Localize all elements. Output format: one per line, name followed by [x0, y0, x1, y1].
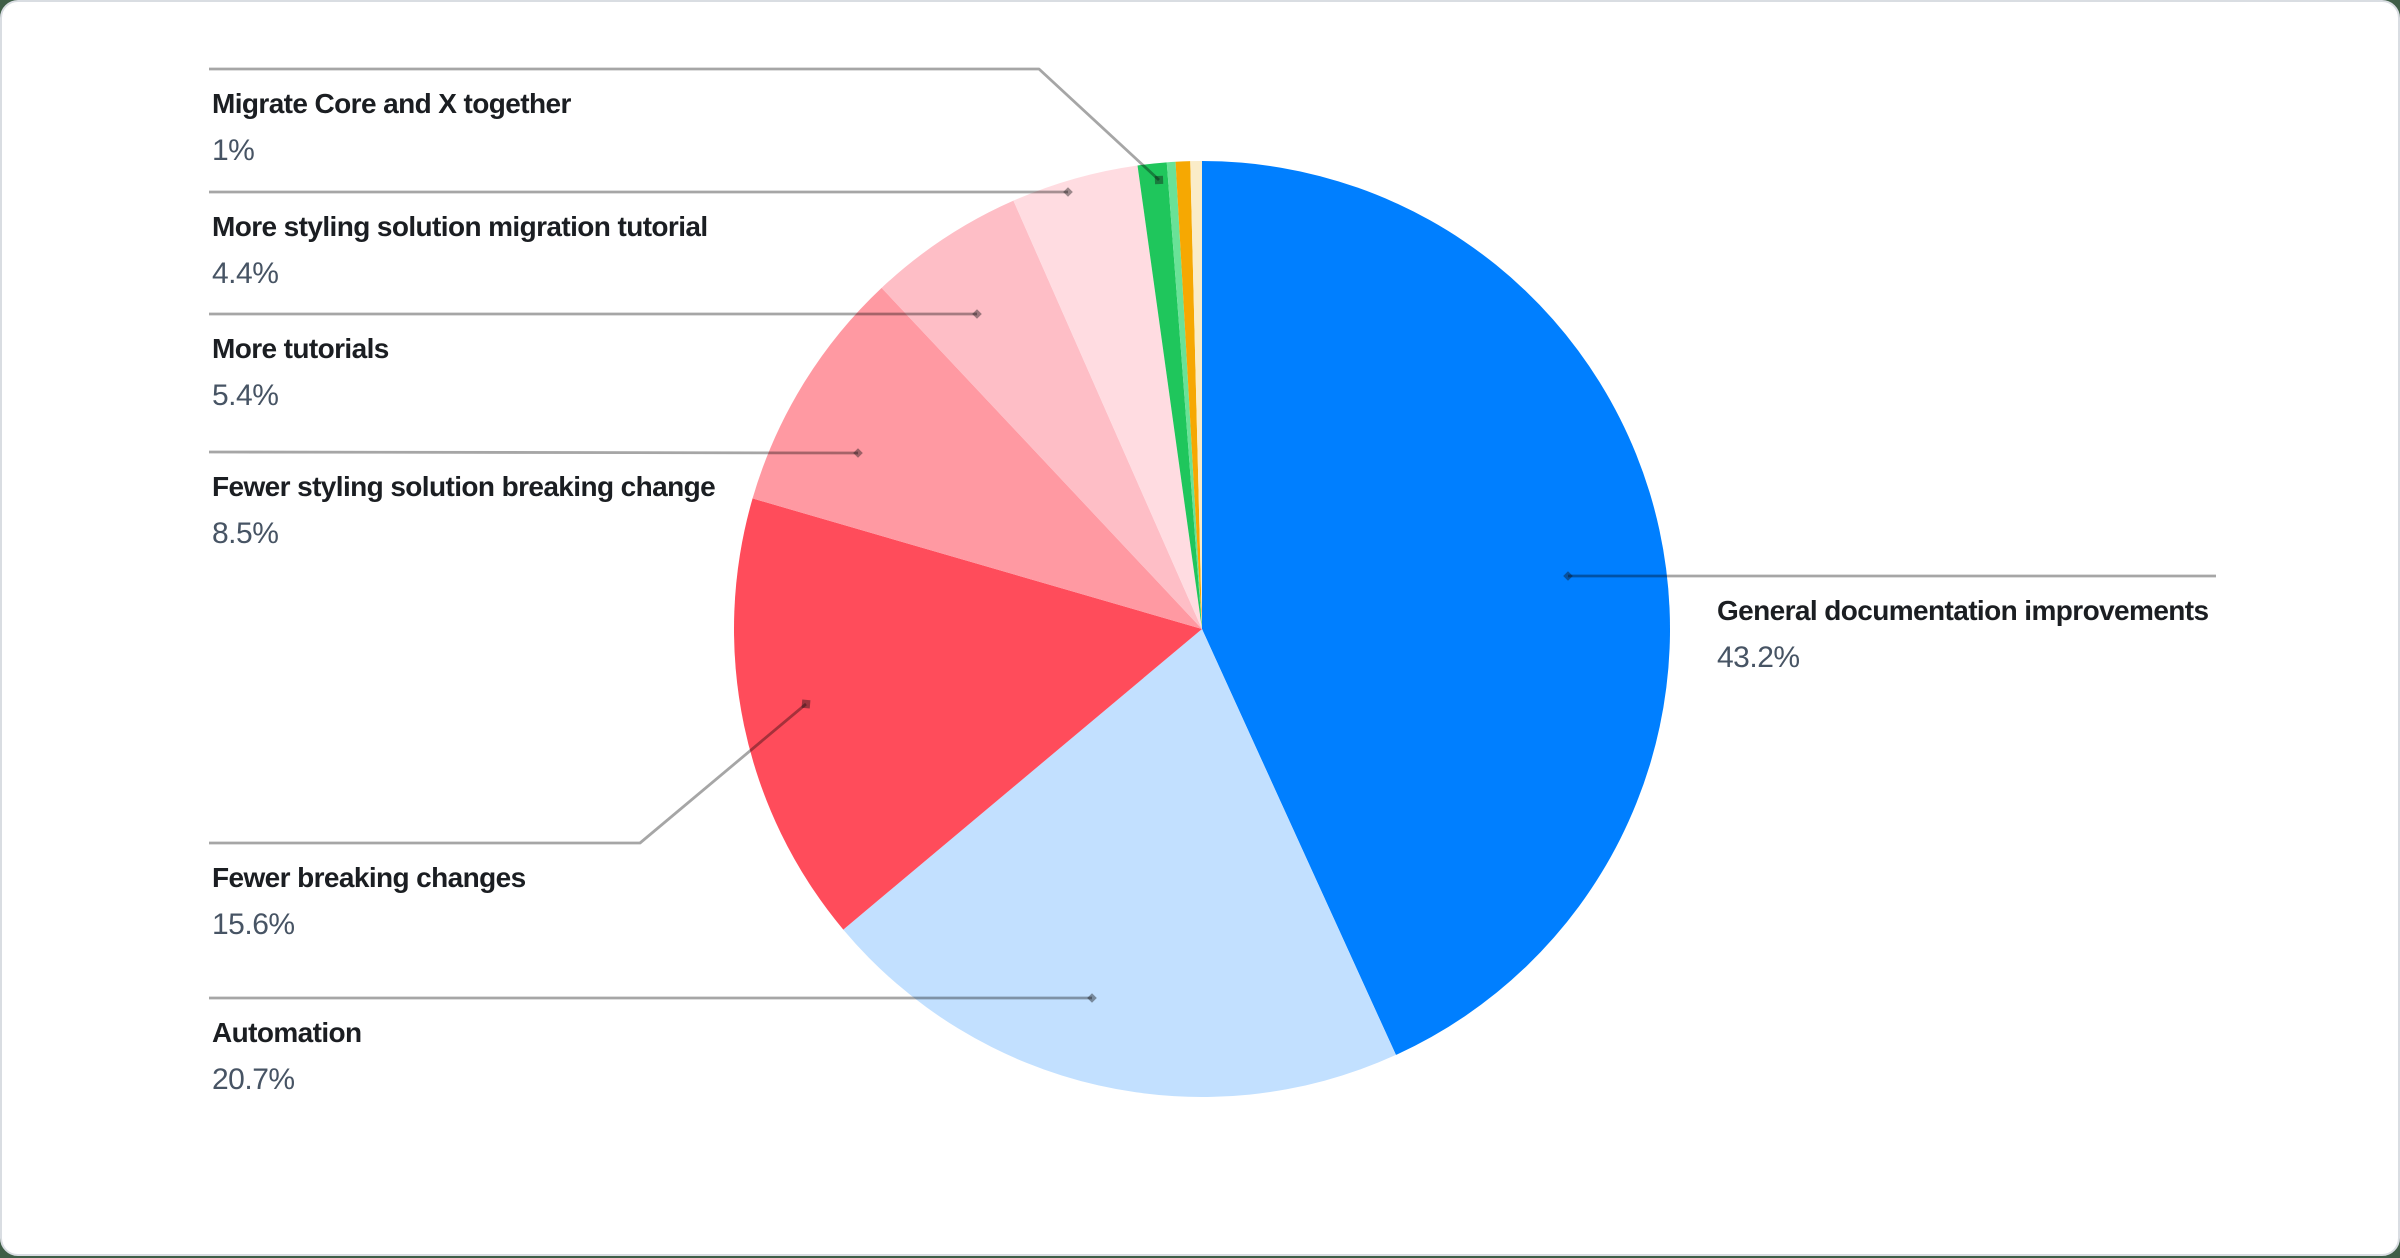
label-fewer-styling-solution-breaking-change: Fewer styling solution breaking change 8… — [212, 471, 715, 550]
label-general-documentation-improvements: General documentation improvements 43.2% — [1717, 595, 2209, 674]
label-title: Fewer breaking changes — [212, 862, 526, 893]
label-more-tutorials: More tutorials 5.4% — [212, 333, 389, 412]
label-value: 8.5% — [212, 517, 278, 550]
label-title: Migrate Core and X together — [212, 88, 571, 119]
leader-line-fewer-styling-solution-breaking-change — [209, 452, 858, 453]
label-value: 5.4% — [212, 379, 278, 412]
label-value: 43.2% — [1717, 641, 1800, 674]
label-title: General documentation improvements — [1717, 595, 2209, 626]
label-title: More styling solution migration tutorial — [212, 211, 708, 242]
label-value: 4.4% — [212, 257, 278, 290]
label-automation: Automation 20.7% — [212, 1017, 362, 1096]
label-value: 15.6% — [212, 908, 295, 941]
leader-marker-migrate-core-and-x-together — [1155, 176, 1164, 185]
label-title: Automation — [212, 1017, 362, 1048]
label-value: 1% — [212, 134, 254, 167]
label-more-styling-solution-migration-tutorial: More styling solution migration tutorial… — [212, 211, 708, 290]
label-fewer-breaking-changes: Fewer breaking changes 15.6% — [212, 862, 526, 941]
pie-slices — [734, 161, 1670, 1097]
leader-marker-fewer-breaking-changes — [802, 700, 811, 709]
label-value: 20.7% — [212, 1063, 295, 1096]
leader-line-fewer-breaking-changes — [209, 704, 806, 843]
leader-line-migrate-core-and-x-together — [209, 69, 1159, 180]
label-migrate-core-and-x-together: Migrate Core and X together 1% — [212, 88, 571, 167]
label-title: More tutorials — [212, 333, 389, 364]
label-title: Fewer styling solution breaking change — [212, 471, 715, 502]
